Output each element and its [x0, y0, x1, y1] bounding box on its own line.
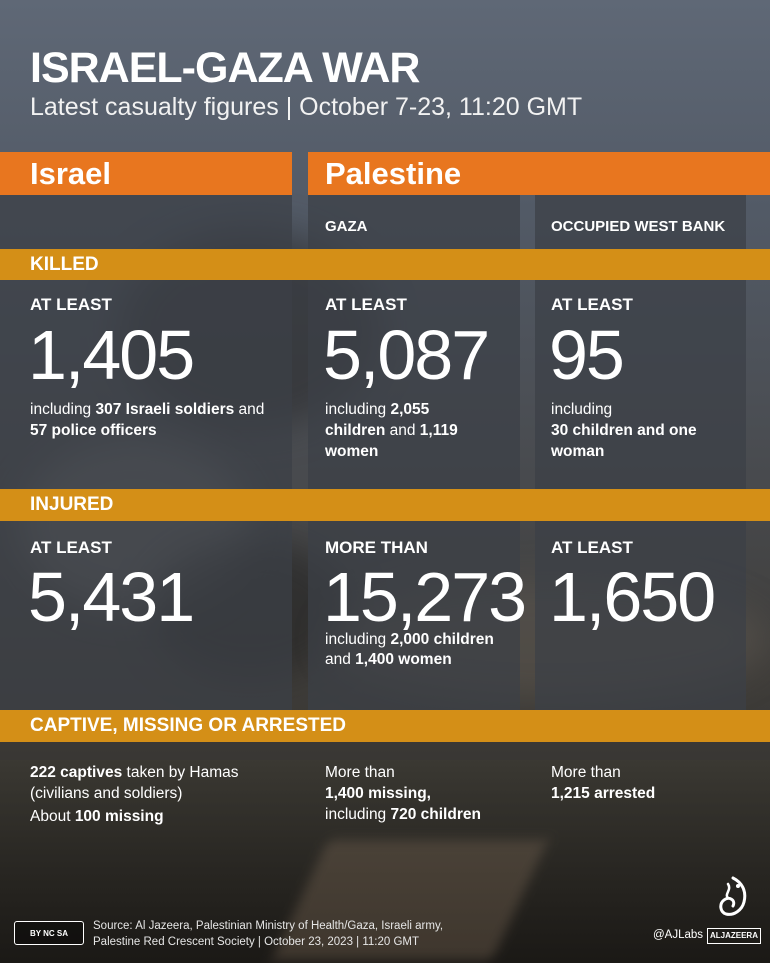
captive-israel-note: 222 captives taken by Hamas (civilians a…: [30, 764, 239, 802]
region-header-palestine: Palestine: [308, 152, 770, 195]
page-title: ISRAEL-GAZA WAR: [30, 44, 420, 92]
section-injured: INJURED: [0, 489, 770, 521]
killed-israel-value: 1,405: [28, 316, 195, 394]
killed-israel-note: including 307 Israeli soldiers and 57 po…: [30, 401, 265, 439]
injured-israel-label: AT LEAST: [30, 538, 112, 557]
gaza-column: [308, 195, 520, 710]
section-killed: KILLED: [0, 249, 770, 280]
aljazeera-wordmark: ALJAZEERA: [707, 928, 761, 944]
subregion-west-bank: OCCUPIED WEST BANK: [551, 218, 726, 235]
captive-israel-missing: About 100 missing: [30, 808, 164, 825]
injured-west-bank-label: AT LEAST: [551, 538, 633, 557]
ground-landscape: [0, 760, 770, 963]
west-bank-column: [535, 195, 746, 710]
injured-gaza-value: 15,273: [323, 558, 527, 636]
injured-gaza-label: MORE THAN: [325, 538, 428, 557]
killed-israel-label: AT LEAST: [30, 295, 112, 314]
killed-gaza-label: AT LEAST: [325, 295, 407, 314]
ajlabs-handle: @AJLabs: [653, 929, 704, 941]
captive-west-bank-note: More than 1,215 arrested: [551, 764, 656, 802]
killed-west-bank-label: AT LEAST: [551, 295, 633, 314]
killed-gaza-note: including 2,055 children and 1,119 women: [325, 401, 458, 460]
source-credit: Source: Al Jazeera, Palestinian Ministry…: [93, 920, 444, 948]
injured-israel-value: 5,431: [28, 558, 195, 636]
captive-gaza-note: More than 1,400 missing, including 720 chi…: [325, 764, 481, 823]
israel-column: [0, 195, 292, 710]
killed-west-bank-note: including 30 children and one woman: [551, 401, 697, 460]
section-captive: CAPTIVE, MISSING OR ARRESTED: [0, 710, 770, 742]
creative-commons-badge: BY NC SA: [14, 921, 84, 945]
region-header-israel: Israel: [0, 152, 292, 195]
killed-west-bank-value: 95: [549, 316, 625, 394]
aljazeera-logo-icon: [719, 876, 747, 916]
injured-west-bank-value: 1,650: [549, 558, 716, 636]
page-subtitle: Latest casualty figures | October 7-23, …: [30, 93, 583, 121]
killed-gaza-value: 5,087: [323, 316, 490, 394]
injured-gaza-note: including 2,000 children and 1,400 women: [325, 631, 494, 668]
subregion-gaza: GAZA: [325, 218, 368, 235]
